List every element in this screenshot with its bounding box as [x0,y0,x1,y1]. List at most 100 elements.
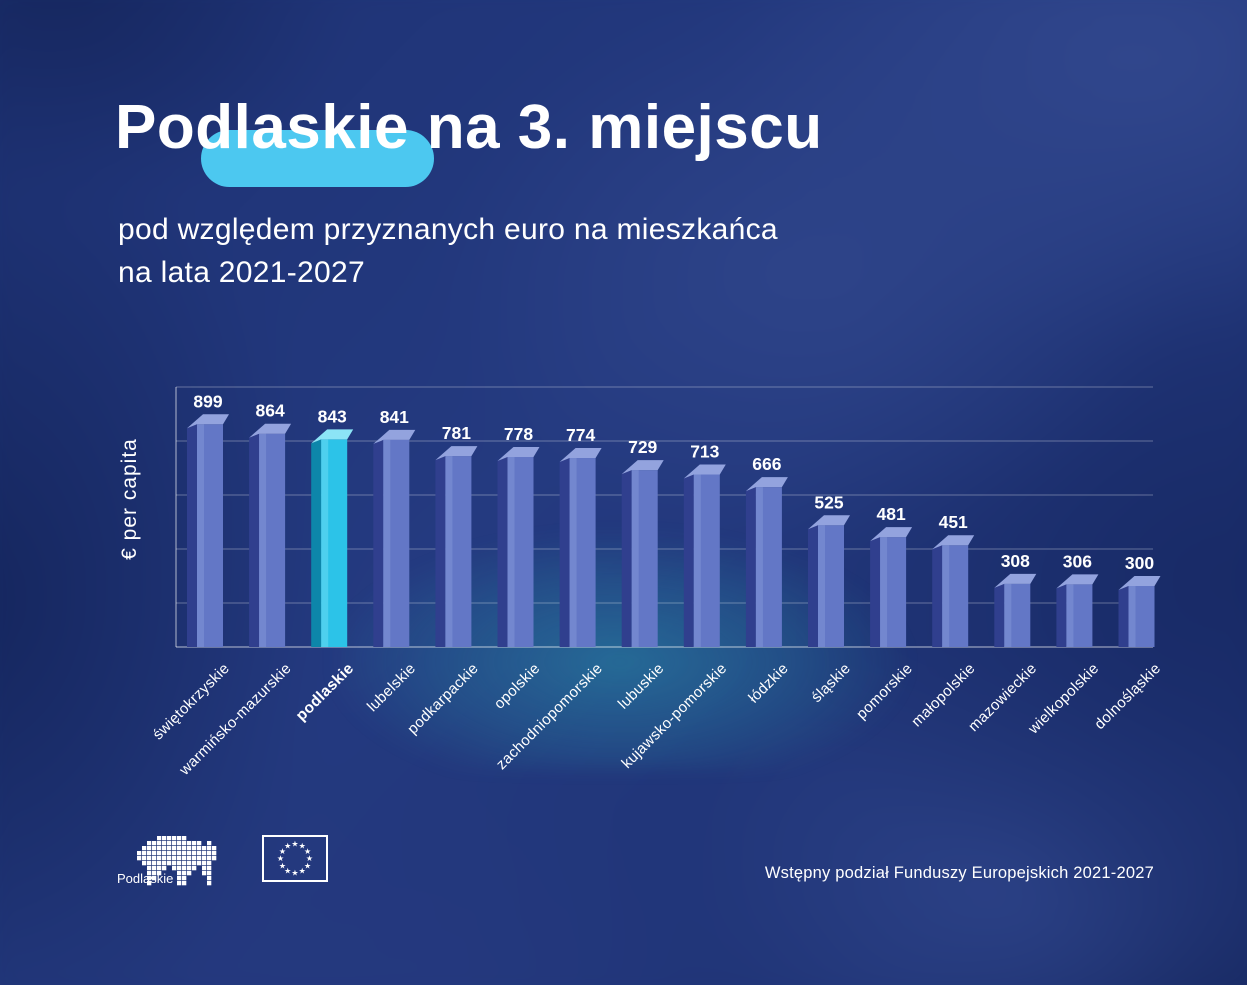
bar-side-face [621,470,632,647]
bar-top-face [683,464,726,479]
bison-pixel-art [137,836,217,886]
bison-pixel-logo [137,836,217,891]
bar-top-face [187,414,229,429]
bar-top-face [311,429,354,444]
bar-świętokrzyskie [187,414,229,647]
bar-top-face [745,477,788,492]
bar-front-face-sheen [507,456,515,647]
x-label-kujawsko-pomorskie: kujawsko-pomorskie [617,660,730,772]
bar-top-face [994,573,1037,588]
bar-front-face-sheen [321,439,329,647]
bar-front-face-sheen [1066,584,1074,647]
bar-top-face [249,423,292,438]
bar-side-face [808,525,818,647]
value-label: 306 [1063,551,1092,571]
eu-star-icon: ★ [299,842,306,851]
credit-text: Wstępny podział Funduszy Europejskich 20… [764,864,1154,882]
value-label: 300 [1125,553,1154,573]
x-label-śląskie: śląskie [808,660,855,706]
x-label-warmińsko-mazurskie: warmińsko-mazurskie [176,660,296,779]
bar-top-face [621,460,664,475]
bar-top-face [932,535,975,550]
title-highlight-pill [201,130,434,187]
bar-zachodniopomorskie [559,448,602,647]
bar-side-face [745,487,756,647]
bar-dolnośląskie [1118,576,1161,647]
x-label-lubelskie: lubelskie [364,660,420,716]
value-label: 843 [318,406,347,426]
value-label: 899 [193,391,222,411]
x-label-łódzkie: łódzkie [745,660,792,707]
bar-top-face [435,446,478,461]
bar-side-face [1056,584,1067,647]
bar-top-face [870,527,913,542]
bar-top-face [497,446,540,461]
value-label: 781 [442,423,471,443]
bar-front-face-sheen [197,424,204,647]
subtitle-line-2: na lata 2021-2027 [118,256,365,289]
value-label: 864 [255,401,284,421]
eu-star-icon: ★ [299,867,306,876]
poster-subtitle: pod względem przyznanych euro na mieszka… [118,208,778,294]
eu-star-icon: ★ [306,854,313,863]
eu-star-icon: ★ [284,842,291,851]
eu-star-icon: ★ [279,847,286,856]
eu-star-icon: ★ [304,861,311,870]
bar-kujawsko-pomorskie [683,464,726,647]
bar-side-face [187,424,197,647]
bar-top-face [808,515,850,530]
bar-top-face [1056,574,1099,589]
bar-front-face-sheen [569,458,577,647]
x-label-opolskie: opolskie [490,660,544,713]
bar-top-face [373,429,416,444]
poster-title: Podlaskie na 3. miejscu [115,93,823,162]
eu-star-icon: ★ [304,847,311,856]
bar-lubuskie [621,460,664,647]
bar-side-face [249,433,260,647]
bar-front-face-sheen [259,433,267,647]
bar-side-face [870,537,881,647]
value-label: 841 [380,407,409,427]
eu-star-icon: ★ [279,861,286,870]
eu-star-icon: ★ [291,840,298,849]
eu-flag-border [262,835,328,882]
eu-star-icon: ★ [284,867,291,876]
value-label: 713 [690,441,719,461]
eu-star-icon: ★ [277,854,284,863]
bar-front-face-sheen [755,487,763,647]
bar-front-face-sheen [445,456,453,647]
value-label: 525 [814,492,843,512]
bar-mazowieckie [994,573,1037,647]
value-label: 481 [876,504,905,524]
subtitle-line-1: pod względem przyznanych euro na mieszka… [118,213,778,246]
title-block: Podlaskie na 3. miejscu [115,92,823,187]
x-label-lubuskie: lubuskie [615,660,668,713]
bar-front-face-sheen [383,439,391,647]
bar-łódzkie [745,477,788,647]
bar-side-face [435,456,446,647]
bar-podkarpackie [435,446,478,647]
bar-front-face-sheen [880,537,888,647]
bar-side-face [1118,586,1129,647]
value-label: 729 [628,437,657,457]
bar-front-face-sheen [1128,586,1136,647]
value-label: 666 [752,454,781,474]
bar-front-face-sheen [942,545,950,647]
bar-śląskie [808,515,850,647]
bar-side-face [373,439,384,647]
bar-side-face [311,439,322,647]
bar-side-face [994,583,1005,647]
bar-podlaskie [311,429,354,647]
bar-warmińsko-mazurskie [249,423,292,647]
bar-lubelskie [373,429,416,647]
value-label: 774 [566,425,595,445]
bar-top-face [1118,576,1161,590]
value-label: 451 [939,512,968,532]
value-label: 308 [1001,551,1030,571]
bar-side-face [683,474,694,647]
eu-star-icon: ★ [291,869,298,878]
bar-małopolskie [932,535,975,647]
bar-front-face-sheen [631,470,639,647]
bar-front-face-sheen [818,525,825,647]
